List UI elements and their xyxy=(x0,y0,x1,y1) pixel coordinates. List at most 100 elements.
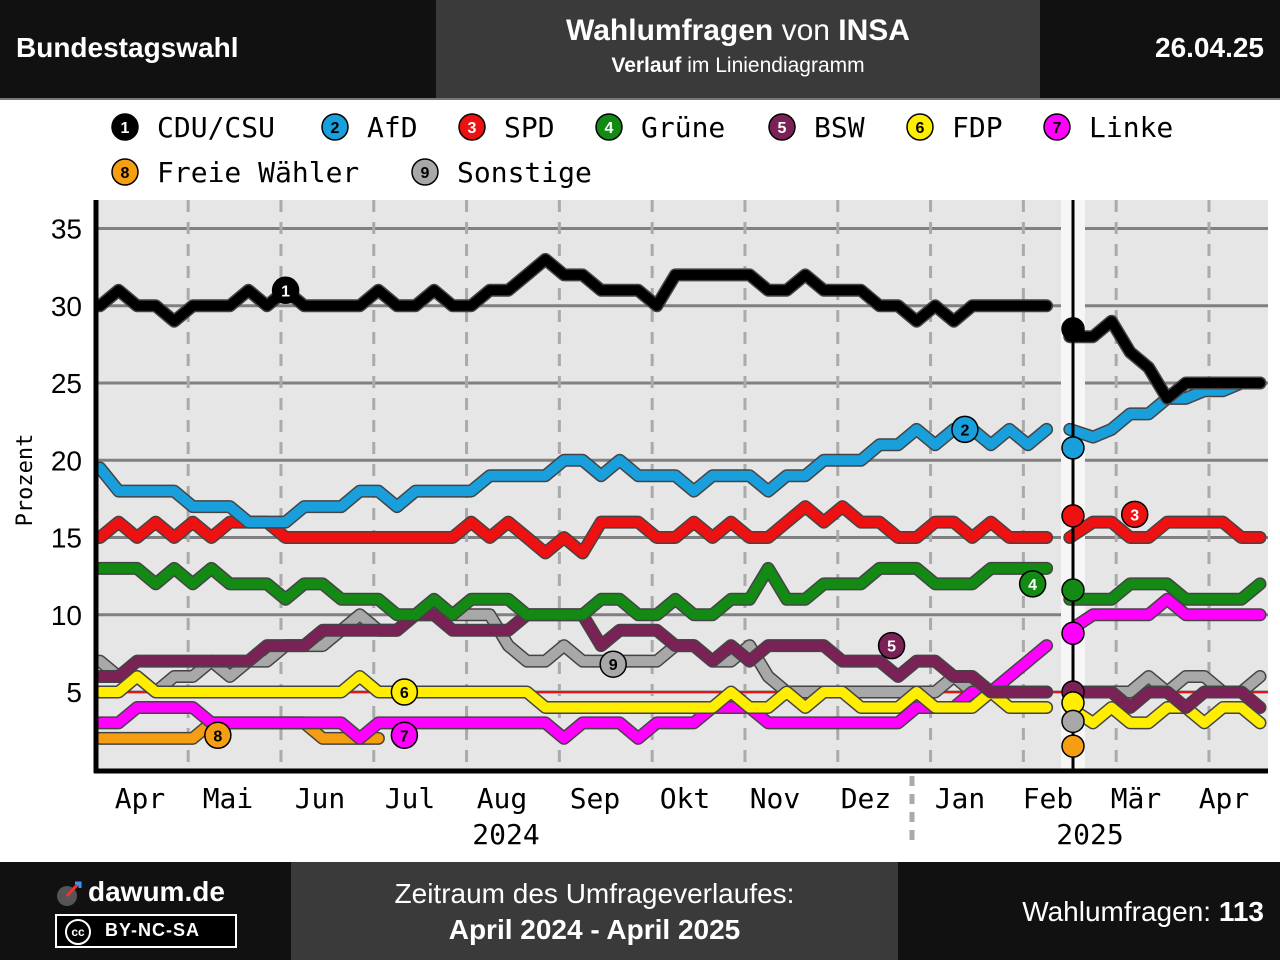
legend-number-1: 1 xyxy=(121,120,130,137)
x-tick-10: Feb xyxy=(1023,782,1074,815)
series-line-1 xyxy=(95,254,1052,327)
legend-label-9: Sonstige xyxy=(457,156,592,189)
line-label-marker-5 xyxy=(877,631,906,660)
line-label-number-8: 8 xyxy=(213,728,222,745)
line-label-number-9: 9 xyxy=(609,657,618,674)
year-label-1: 2025 xyxy=(1056,818,1123,851)
subtitle-part-2: im Liniendiagramm xyxy=(681,54,865,77)
legend-marker-6 xyxy=(906,113,934,141)
x-tick-5: Sep xyxy=(570,782,621,815)
legend-marker-5 xyxy=(768,113,796,141)
series-line-7 xyxy=(1064,594,1265,636)
line-label-number-4: 4 xyxy=(1028,577,1037,594)
header-bar: Bundestagswahl Wahlumfragen von INSA Ver… xyxy=(0,0,1280,98)
poll-count-label: Wahlumfragen: xyxy=(1022,896,1219,927)
legend-number-8: 8 xyxy=(121,165,130,182)
series-line-4 xyxy=(95,563,1052,620)
election-result-3 xyxy=(1061,504,1085,528)
series-7 xyxy=(93,592,1267,745)
y-tick-15: 15 xyxy=(51,523,82,554)
legend-number-9: 9 xyxy=(421,165,430,182)
license-badge[interactable]: cc BY-NC-SA xyxy=(55,914,237,948)
legend-marker-7 xyxy=(1043,113,1071,141)
x-tick-11: Mär xyxy=(1111,782,1162,815)
y-tick-10: 10 xyxy=(51,600,82,631)
election-result-2 xyxy=(1061,436,1085,460)
y-tick-25: 25 xyxy=(51,368,82,399)
line-label-marker-7 xyxy=(390,721,419,750)
election-result-9 xyxy=(1061,709,1085,734)
series-1 xyxy=(93,252,1267,405)
x-tick-9: Jan xyxy=(935,782,986,815)
series-line-6 xyxy=(95,671,1052,713)
legend-marker-3 xyxy=(458,113,486,141)
line-label-marker-4 xyxy=(1018,570,1047,598)
line-label-marker-6 xyxy=(390,678,419,706)
legend-number-3: 3 xyxy=(468,120,477,137)
chart-subtitle: Verlauf im Liniendiagramm xyxy=(436,54,1040,78)
series-line-4 xyxy=(1064,578,1265,605)
line-label-marker-2 xyxy=(951,415,979,444)
legend-label-5: BSW xyxy=(814,111,865,144)
y-tick-20: 20 xyxy=(51,445,82,476)
election-result-4 xyxy=(1061,578,1085,602)
y-tick-35: 35 xyxy=(51,214,82,245)
x-tick-3: Jul xyxy=(385,782,436,815)
legend-number-7: 7 xyxy=(1053,120,1062,137)
subtitle-part-1: Verlauf xyxy=(611,54,682,77)
legend-marker-9 xyxy=(411,158,439,186)
legend-number-6: 6 xyxy=(916,120,925,137)
legend-label-6: FDP xyxy=(952,111,1003,144)
date-label: 26.04.25 xyxy=(1155,32,1264,63)
series-6 xyxy=(93,670,1267,730)
election-result-1 xyxy=(1061,317,1085,341)
x-tick-2: Jun xyxy=(295,782,346,815)
legend-label-2: AfD xyxy=(367,111,418,144)
y-axis-label: Prozent xyxy=(13,434,38,527)
line-label-marker-8 xyxy=(204,721,232,750)
line-label-number-5: 5 xyxy=(887,639,896,656)
legend-number-4: 4 xyxy=(605,120,614,137)
line-label-number-1: 1 xyxy=(281,283,290,300)
series-line-7 xyxy=(95,640,1052,744)
brand-logo-icon xyxy=(57,881,82,906)
legend-number-5: 5 xyxy=(778,120,787,137)
legend-marker-1 xyxy=(111,113,139,141)
footer-bar: dawum.de cc BY-NC-SA Zeitraum des Umfrag… xyxy=(0,862,1280,960)
period-box: Zeitraum des Umfrageverlaufes: April 202… xyxy=(291,862,898,960)
x-tick-12: Apr xyxy=(1199,782,1250,815)
legend-marker-4 xyxy=(595,113,623,141)
series-line-1 xyxy=(1064,316,1265,404)
y-tick-30: 30 xyxy=(51,291,82,322)
chart-title: Wahlumfragen von INSA xyxy=(436,14,1040,48)
header-divider xyxy=(0,98,1280,100)
line-label-marker-9 xyxy=(599,650,627,678)
legend-label-1: CDU/CSU xyxy=(157,111,275,144)
x-tick-7: Nov xyxy=(750,782,801,815)
line-label-marker-1 xyxy=(271,276,300,305)
legend-marker-2 xyxy=(321,113,349,141)
series-4 xyxy=(93,561,1267,622)
line-label-marker-3 xyxy=(1120,500,1149,529)
poll-count: Wahlumfragen: 113 xyxy=(1022,896,1264,928)
series-line-2 xyxy=(95,424,1052,528)
x-tick-4: Aug xyxy=(477,782,528,815)
y-tick-5: 5 xyxy=(66,677,82,708)
line-label-number-3: 3 xyxy=(1130,507,1139,524)
license-text: BY-NC-SA xyxy=(105,920,201,940)
legend-label-4: Grüne xyxy=(641,111,725,144)
election-result-7 xyxy=(1061,621,1085,646)
series-line-6 xyxy=(1064,702,1265,728)
series-line-3 xyxy=(1064,517,1265,543)
x-tick-6: Okt xyxy=(660,782,711,815)
election-title: Bundestagswahl xyxy=(16,32,239,63)
title-part-3: INSA xyxy=(838,14,910,47)
line-label-number-7: 7 xyxy=(400,728,409,745)
chart-title-box: Wahlumfragen von INSA Verlauf im Liniend… xyxy=(436,0,1040,98)
line-label-number-2: 2 xyxy=(960,422,969,439)
brand[interactable]: dawum.de xyxy=(56,876,225,908)
period-label: Zeitraum des Umfrageverlaufes: xyxy=(394,878,795,909)
x-tick-0: Apr xyxy=(115,782,166,815)
x-tick-8: Dez xyxy=(841,782,892,815)
poll-count-value: 113 xyxy=(1218,896,1264,927)
